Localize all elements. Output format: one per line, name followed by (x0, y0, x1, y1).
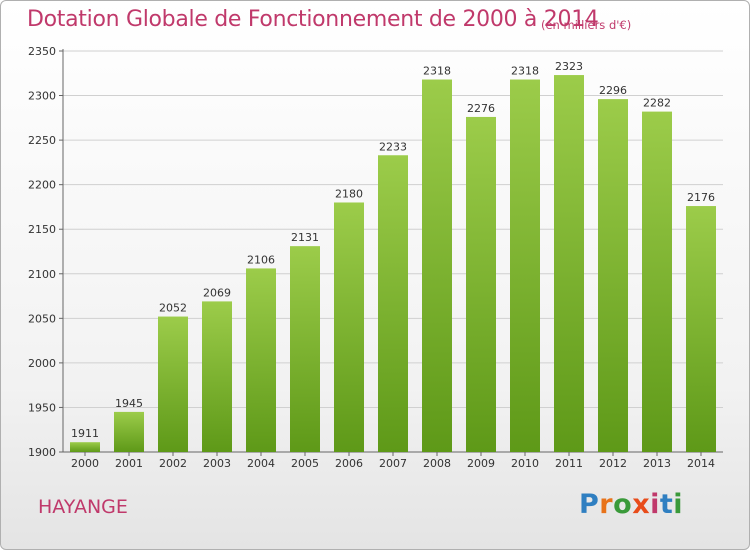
bar-2001 (114, 411, 144, 452)
bar-2006 (334, 202, 364, 452)
data-label-2006: 2180 (335, 187, 363, 200)
bar-2007 (378, 155, 408, 452)
x-tick-label: 2011 (555, 457, 583, 470)
bars (70, 75, 716, 453)
x-tick-label: 2009 (467, 457, 495, 470)
x-tick-label: 2012 (599, 457, 627, 470)
y-tick-label: 2000 (28, 357, 56, 370)
logo-letter: P (579, 489, 600, 520)
bar-2014 (686, 206, 716, 452)
x-tick-label: 2001 (115, 457, 143, 470)
y-tick-label: 2200 (28, 179, 56, 192)
bar-2002 (158, 316, 188, 452)
data-label-2007: 2233 (379, 140, 407, 153)
x-tick-label: 2008 (423, 457, 451, 470)
bar-2013 (642, 111, 672, 453)
chart-title: Dotation Globale de Fonctionnement de 20… (27, 7, 599, 32)
data-label-2005: 2131 (291, 231, 319, 244)
data-label-2001: 1945 (115, 397, 143, 410)
data-label-2014: 2176 (687, 191, 715, 204)
x-tick-label: 2006 (335, 457, 363, 470)
logo-letter: x (632, 489, 651, 520)
data-label-2013: 2282 (643, 97, 671, 110)
proxiti-logo: Proxiti (579, 489, 683, 520)
commune-name: HAYANGE (38, 496, 128, 518)
bar-2012 (598, 99, 628, 453)
data-label-2010: 2318 (511, 65, 539, 78)
x-tick-label: 2010 (511, 457, 539, 470)
data-label-2003: 2069 (203, 286, 231, 299)
x-tick-label: 2014 (687, 457, 715, 470)
data-labels: 1911 1945 2052 2069 2106 2131 2180 2233 2318 2276… (71, 60, 715, 440)
data-label-2002: 2052 (159, 302, 187, 315)
x-tick-label: 2000 (71, 457, 99, 470)
x-tick-label: 2002 (159, 457, 187, 470)
x-tick-label: 2007 (379, 457, 407, 470)
y-tick-label: 2250 (28, 134, 56, 147)
logo-letter: i (673, 489, 684, 520)
y-tick-label: 1900 (28, 446, 56, 459)
data-label-2012: 2296 (599, 84, 627, 97)
x-tick-label: 2005 (291, 457, 319, 470)
chart-subtitle: (en milliers d'€) (541, 18, 632, 32)
logo-letter: r (599, 489, 614, 520)
x-tick-label: 2004 (247, 457, 275, 470)
logo-letter: o (613, 489, 633, 520)
logo-letter: i (650, 489, 660, 520)
bar-2005 (290, 246, 320, 452)
x-tick-label: 2003 (203, 457, 231, 470)
y-tick-label: 2050 (28, 312, 56, 325)
bar-2004 (246, 268, 276, 452)
y-tick-label: 1950 (28, 401, 56, 414)
data-label-2008: 2318 (423, 65, 451, 78)
bar-2009 (466, 116, 496, 452)
data-label-2000: 1911 (71, 427, 99, 440)
data-label-2004: 2106 (247, 253, 275, 266)
y-tick-label: 2300 (28, 90, 56, 103)
y-tick-label: 2350 (28, 45, 56, 58)
x-tick-label: 2013 (643, 457, 671, 470)
axes: 1900 1950 2000 2050 2100 2150 2200 2250 2300 2350… (28, 45, 723, 470)
bar-2008 (422, 79, 452, 452)
bar-2011 (554, 75, 584, 452)
bar-2003 (202, 301, 232, 452)
logo-letter: t (659, 489, 674, 520)
y-tick-label: 2150 (28, 223, 56, 236)
data-label-2011: 2323 (555, 60, 583, 73)
bar-2010 (510, 79, 540, 452)
data-label-2009: 2276 (467, 102, 495, 115)
y-tick-label: 2100 (28, 268, 56, 281)
bar-2000 (70, 442, 100, 452)
